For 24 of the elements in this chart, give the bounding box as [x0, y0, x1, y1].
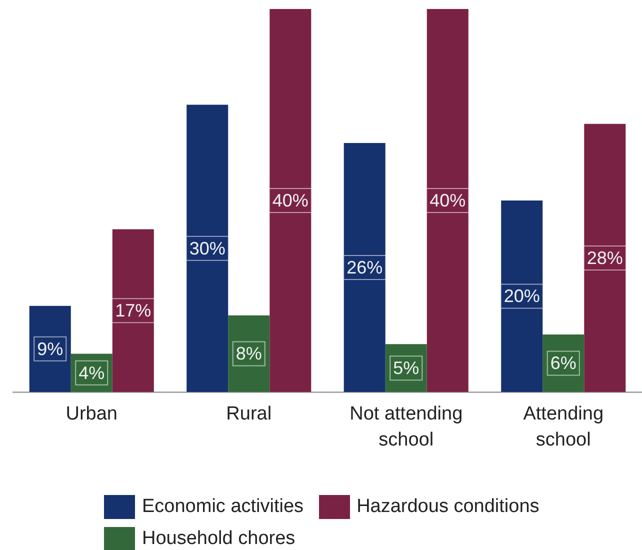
data-label: 9%: [37, 338, 64, 359]
data-label: 8%: [236, 344, 262, 364]
legend-label: Household chores: [142, 528, 296, 550]
x-tick-label: Not attending school: [350, 403, 463, 451]
legend-label: Economic activities: [142, 496, 304, 518]
data-label: 40%: [272, 190, 308, 210]
data-label: 5%: [393, 358, 420, 378]
data-label: 28%: [586, 248, 623, 268]
data-label: 26%: [346, 257, 383, 278]
data-label: 20%: [504, 286, 540, 306]
bar: [186, 104, 228, 392]
bar: [584, 124, 626, 392]
x-tick-label: Attending school: [523, 403, 604, 451]
legend-label: Hazardous conditions: [356, 496, 540, 518]
data-label: 17%: [115, 300, 152, 321]
x-tick-label: Urban: [66, 403, 118, 424]
data-label: 40%: [430, 190, 466, 210]
bar: [344, 143, 386, 392]
data-label: 30%: [189, 238, 226, 258]
x-tick-label: Rural: [226, 403, 272, 424]
bar: [426, 9, 468, 392]
bar: [270, 9, 312, 392]
data-label: 4%: [78, 362, 105, 383]
data-label: 6%: [550, 353, 576, 374]
